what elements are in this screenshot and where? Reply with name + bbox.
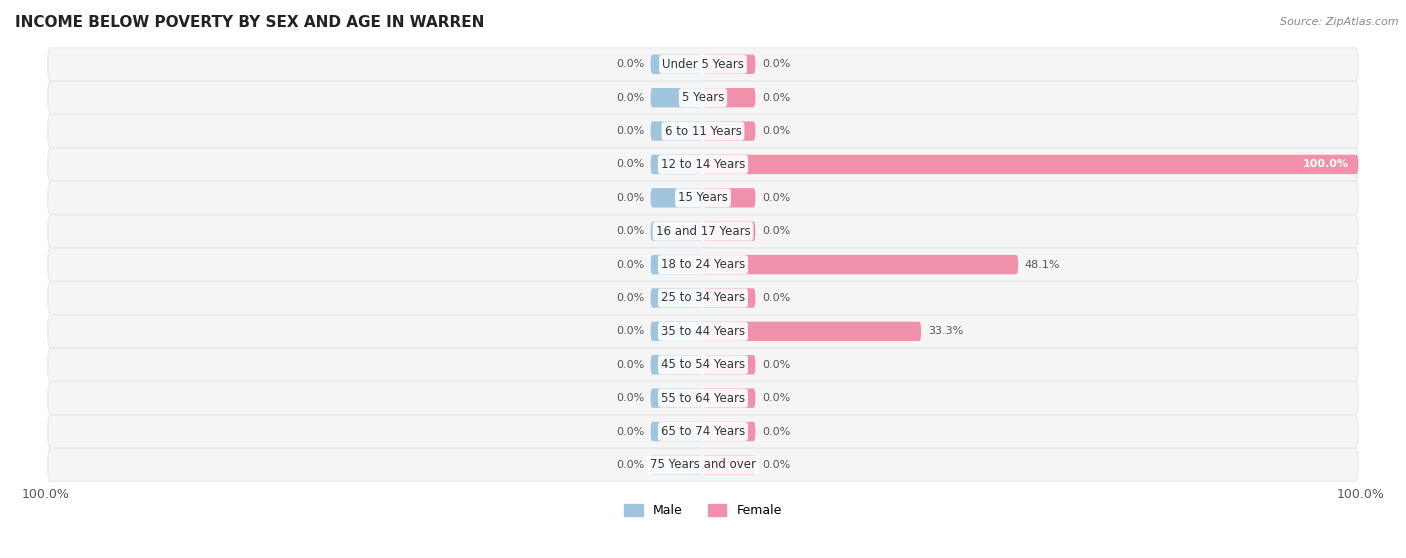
Text: 0.0%: 0.0% [762, 426, 790, 436]
Text: 18 to 24 Years: 18 to 24 Years [661, 258, 745, 271]
Text: 0.0%: 0.0% [762, 193, 790, 203]
FancyBboxPatch shape [48, 215, 1358, 248]
Text: 0.0%: 0.0% [616, 126, 644, 136]
FancyBboxPatch shape [48, 382, 1358, 415]
FancyBboxPatch shape [651, 455, 703, 474]
Text: 25 to 34 Years: 25 to 34 Years [661, 291, 745, 305]
FancyBboxPatch shape [48, 81, 1358, 114]
Text: 12 to 14 Years: 12 to 14 Years [661, 158, 745, 171]
Text: 0.0%: 0.0% [616, 160, 644, 170]
Text: 16 and 17 Years: 16 and 17 Years [655, 225, 751, 238]
Text: 0.0%: 0.0% [762, 226, 790, 236]
FancyBboxPatch shape [651, 55, 703, 74]
Text: 6 to 11 Years: 6 to 11 Years [665, 124, 741, 137]
FancyBboxPatch shape [703, 422, 755, 441]
Text: 0.0%: 0.0% [616, 326, 644, 336]
Text: 100.0%: 100.0% [21, 488, 69, 501]
Text: Source: ZipAtlas.com: Source: ZipAtlas.com [1281, 17, 1399, 27]
Text: 0.0%: 0.0% [616, 360, 644, 370]
FancyBboxPatch shape [703, 455, 755, 474]
Legend: Male, Female: Male, Female [619, 499, 787, 522]
FancyBboxPatch shape [703, 388, 755, 408]
FancyBboxPatch shape [651, 121, 703, 141]
FancyBboxPatch shape [703, 288, 755, 307]
FancyBboxPatch shape [48, 148, 1358, 181]
FancyBboxPatch shape [651, 321, 703, 341]
FancyBboxPatch shape [651, 88, 703, 107]
FancyBboxPatch shape [703, 88, 755, 107]
Text: 65 to 74 Years: 65 to 74 Years [661, 425, 745, 438]
Text: 0.0%: 0.0% [616, 460, 644, 470]
FancyBboxPatch shape [703, 355, 755, 374]
FancyBboxPatch shape [703, 222, 755, 241]
Text: 100.0%: 100.0% [1302, 160, 1348, 170]
FancyBboxPatch shape [703, 321, 921, 341]
Text: Under 5 Years: Under 5 Years [662, 58, 744, 71]
FancyBboxPatch shape [48, 315, 1358, 348]
FancyBboxPatch shape [651, 155, 703, 174]
Text: 100.0%: 100.0% [1337, 488, 1385, 501]
FancyBboxPatch shape [48, 114, 1358, 147]
Text: 0.0%: 0.0% [762, 460, 790, 470]
FancyBboxPatch shape [651, 355, 703, 374]
Text: 0.0%: 0.0% [762, 93, 790, 103]
Text: 0.0%: 0.0% [616, 226, 644, 236]
Text: 75 Years and over: 75 Years and over [650, 458, 756, 472]
FancyBboxPatch shape [651, 288, 703, 307]
FancyBboxPatch shape [651, 255, 703, 274]
Text: 0.0%: 0.0% [762, 293, 790, 303]
Text: 0.0%: 0.0% [616, 293, 644, 303]
Text: 35 to 44 Years: 35 to 44 Years [661, 325, 745, 338]
Text: 0.0%: 0.0% [762, 360, 790, 370]
Text: 33.3%: 33.3% [928, 326, 963, 336]
Text: 0.0%: 0.0% [616, 259, 644, 270]
Text: 55 to 64 Years: 55 to 64 Years [661, 392, 745, 405]
Text: 5 Years: 5 Years [682, 91, 724, 104]
Text: 45 to 54 Years: 45 to 54 Years [661, 358, 745, 371]
FancyBboxPatch shape [651, 222, 703, 241]
FancyBboxPatch shape [48, 48, 1358, 81]
FancyBboxPatch shape [48, 248, 1358, 281]
FancyBboxPatch shape [48, 449, 1358, 482]
FancyBboxPatch shape [703, 255, 1018, 274]
Text: 15 Years: 15 Years [678, 191, 728, 204]
FancyBboxPatch shape [703, 121, 755, 141]
Text: 0.0%: 0.0% [616, 393, 644, 403]
FancyBboxPatch shape [48, 181, 1358, 214]
FancyBboxPatch shape [703, 55, 755, 74]
Text: 48.1%: 48.1% [1025, 259, 1060, 270]
Text: 0.0%: 0.0% [616, 426, 644, 436]
FancyBboxPatch shape [48, 415, 1358, 448]
FancyBboxPatch shape [48, 281, 1358, 314]
FancyBboxPatch shape [48, 348, 1358, 381]
FancyBboxPatch shape [703, 155, 1358, 174]
FancyBboxPatch shape [651, 388, 703, 408]
Text: 0.0%: 0.0% [616, 93, 644, 103]
Text: 0.0%: 0.0% [616, 59, 644, 69]
FancyBboxPatch shape [651, 422, 703, 441]
Text: 0.0%: 0.0% [616, 193, 644, 203]
Text: 0.0%: 0.0% [762, 126, 790, 136]
FancyBboxPatch shape [703, 188, 755, 208]
Text: INCOME BELOW POVERTY BY SEX AND AGE IN WARREN: INCOME BELOW POVERTY BY SEX AND AGE IN W… [15, 15, 485, 30]
Text: 0.0%: 0.0% [762, 59, 790, 69]
FancyBboxPatch shape [651, 188, 703, 208]
Text: 0.0%: 0.0% [762, 393, 790, 403]
